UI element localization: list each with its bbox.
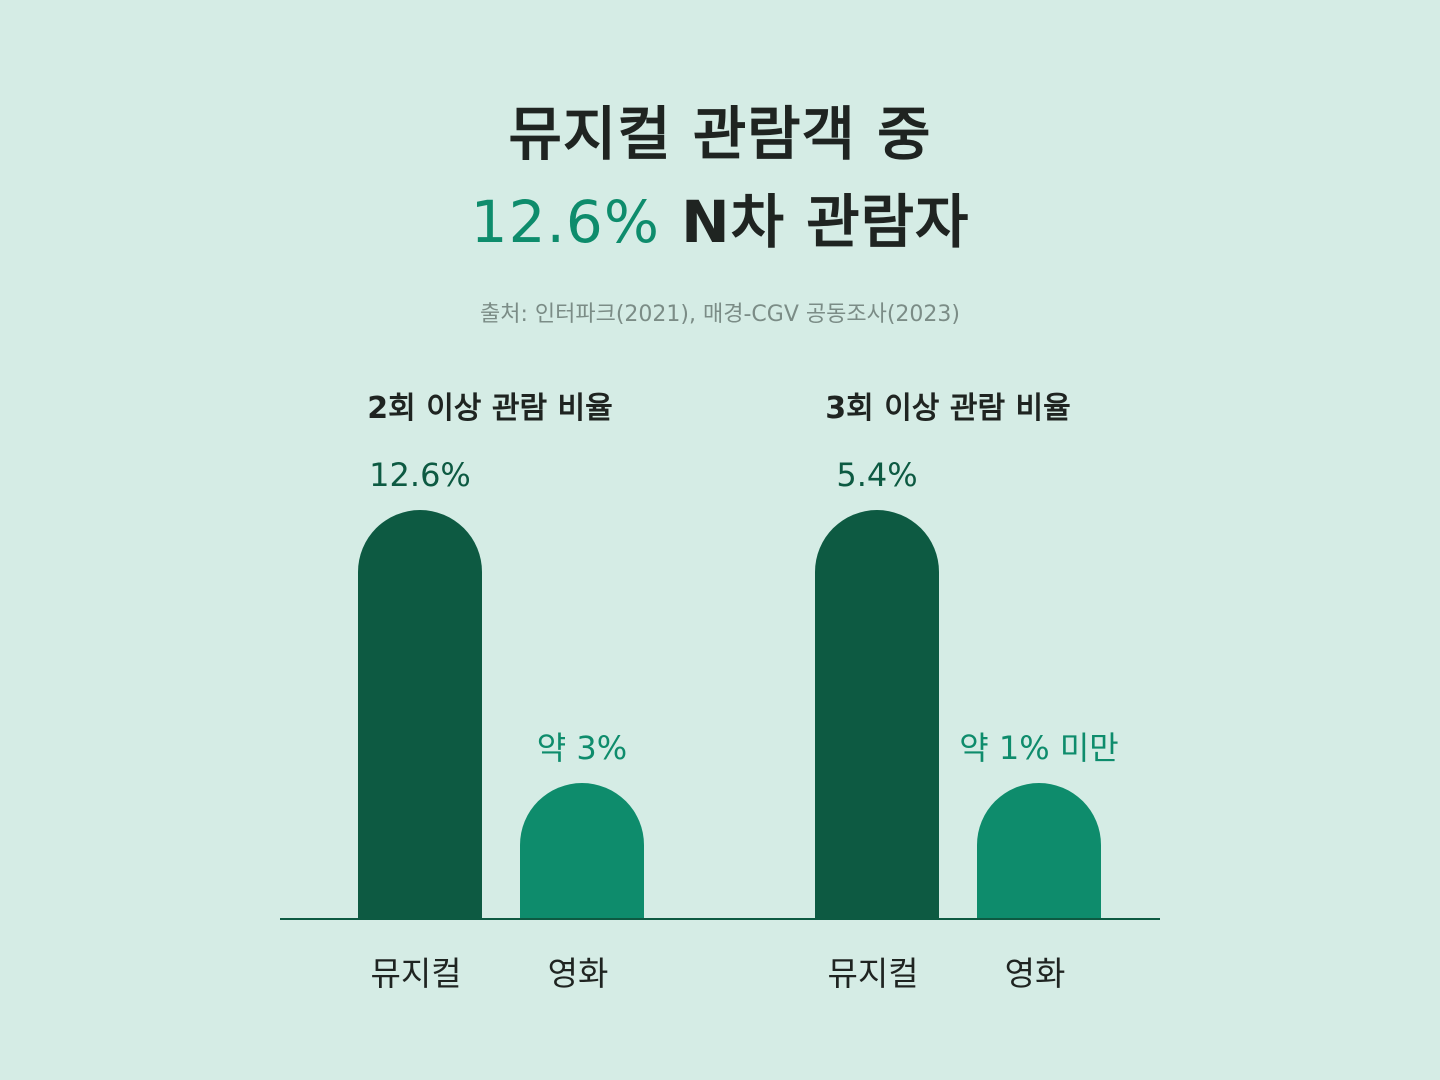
category-label-2-1: 뮤지컬 <box>827 954 918 993</box>
title-block: 뮤지컬 관람객 중 12.6% N차 관람자 <box>0 90 1440 266</box>
title-line-2: 12.6% N차 관람자 <box>0 178 1440 266</box>
value-label-1-2: 약 3% <box>537 729 627 767</box>
value-label-2-2: 약 1% 미만 <box>959 729 1118 767</box>
title-rest: N차 관람자 <box>659 188 970 256</box>
bar-2-musical <box>815 510 939 918</box>
value-label-1-1: 12.6% <box>369 456 471 494</box>
category-label-2-2: 영화 <box>1005 954 1066 993</box>
bar-2-movie <box>977 783 1101 918</box>
value-label-2-1: 5.4% <box>836 456 917 494</box>
title-line-1: 뮤지컬 관람객 중 <box>508 100 932 168</box>
panel-title-1: 2회 이상 관람 비율 <box>367 391 612 426</box>
source-note: 출처: 인터파크(2021), 매경-CGV 공동조사(2023) <box>480 302 960 327</box>
panel-title-2: 3회 이상 관람 비율 <box>825 391 1070 426</box>
category-label-1-2: 영화 <box>548 954 609 993</box>
category-label-1-1: 뮤지컬 <box>370 954 461 993</box>
bar-1-musical <box>358 510 482 918</box>
title-highlight: 12.6% <box>470 188 660 256</box>
bar-1-movie <box>520 783 644 918</box>
